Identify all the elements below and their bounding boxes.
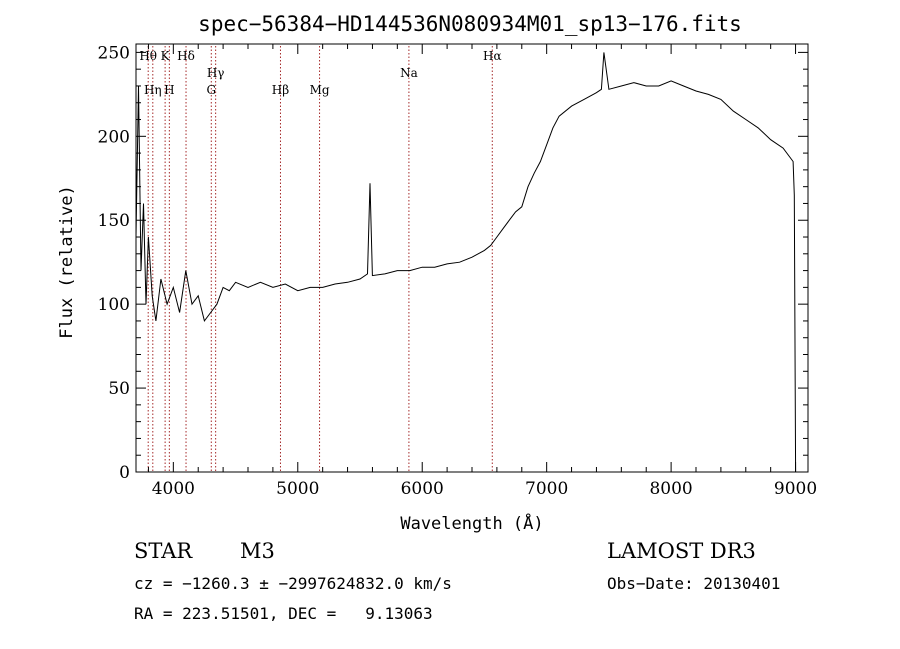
x-tick-label: 7000 <box>525 479 568 499</box>
line-marker-label: Hβ <box>272 83 289 97</box>
line-marker-label: Hδ <box>177 49 195 63</box>
x-axis-label: Wavelength (Å) <box>400 512 543 534</box>
coordinates-readout: RA = 223.51501, DEC = 9.13063 <box>134 604 433 623</box>
y-tick-label: 100 <box>98 295 130 315</box>
spectral-line-markers: Hθ Hη K H Hδ G Hγ Hβ Mg Na Hα <box>139 46 502 472</box>
line-marker-label: Hθ <box>139 49 157 63</box>
chart-title: spec−56384−HD144536N080934M01_sp13−176.f… <box>198 12 742 36</box>
y-tick-label: 250 <box>98 43 130 63</box>
line-marker-label: Hα <box>483 49 502 63</box>
x-tick-label: 9000 <box>774 479 817 499</box>
x-axis-ticks: 4000 5000 6000 7000 8000 9000 <box>147 44 817 499</box>
y-axis-ticks: 0 50 100 150 200 250 <box>98 43 808 483</box>
plot-frame <box>135 43 809 473</box>
object-class: STAR <box>134 539 193 563</box>
line-marker-label: Hη <box>144 83 162 97</box>
spectrum-line <box>135 52 797 473</box>
observation-date: Obs−Date: 20130401 <box>607 574 781 593</box>
line-marker-label: H <box>164 83 174 97</box>
y-tick-label: 50 <box>108 379 130 399</box>
y-tick-label: 200 <box>98 127 130 147</box>
line-marker-label: G <box>206 83 216 97</box>
x-tick-label: 6000 <box>401 479 444 499</box>
survey-name: LAMOST DR3 <box>607 539 756 563</box>
x-tick-label: 8000 <box>649 479 692 499</box>
line-marker-label: Mg <box>310 83 330 97</box>
line-marker-label: Na <box>400 66 418 80</box>
y-tick-label: 0 <box>119 463 130 483</box>
y-tick-label: 150 <box>98 211 130 231</box>
object-subclass: M3 <box>240 539 275 563</box>
redshift-readout: cz = −1260.3 ± −2997624832.0 km/s <box>134 574 452 593</box>
x-tick-label: 5000 <box>276 479 319 499</box>
x-tick-label: 4000 <box>152 479 195 499</box>
y-axis-label: Flux (relative) <box>57 185 77 339</box>
line-marker-label: Hγ <box>207 66 225 80</box>
line-marker-label: K <box>161 49 171 63</box>
